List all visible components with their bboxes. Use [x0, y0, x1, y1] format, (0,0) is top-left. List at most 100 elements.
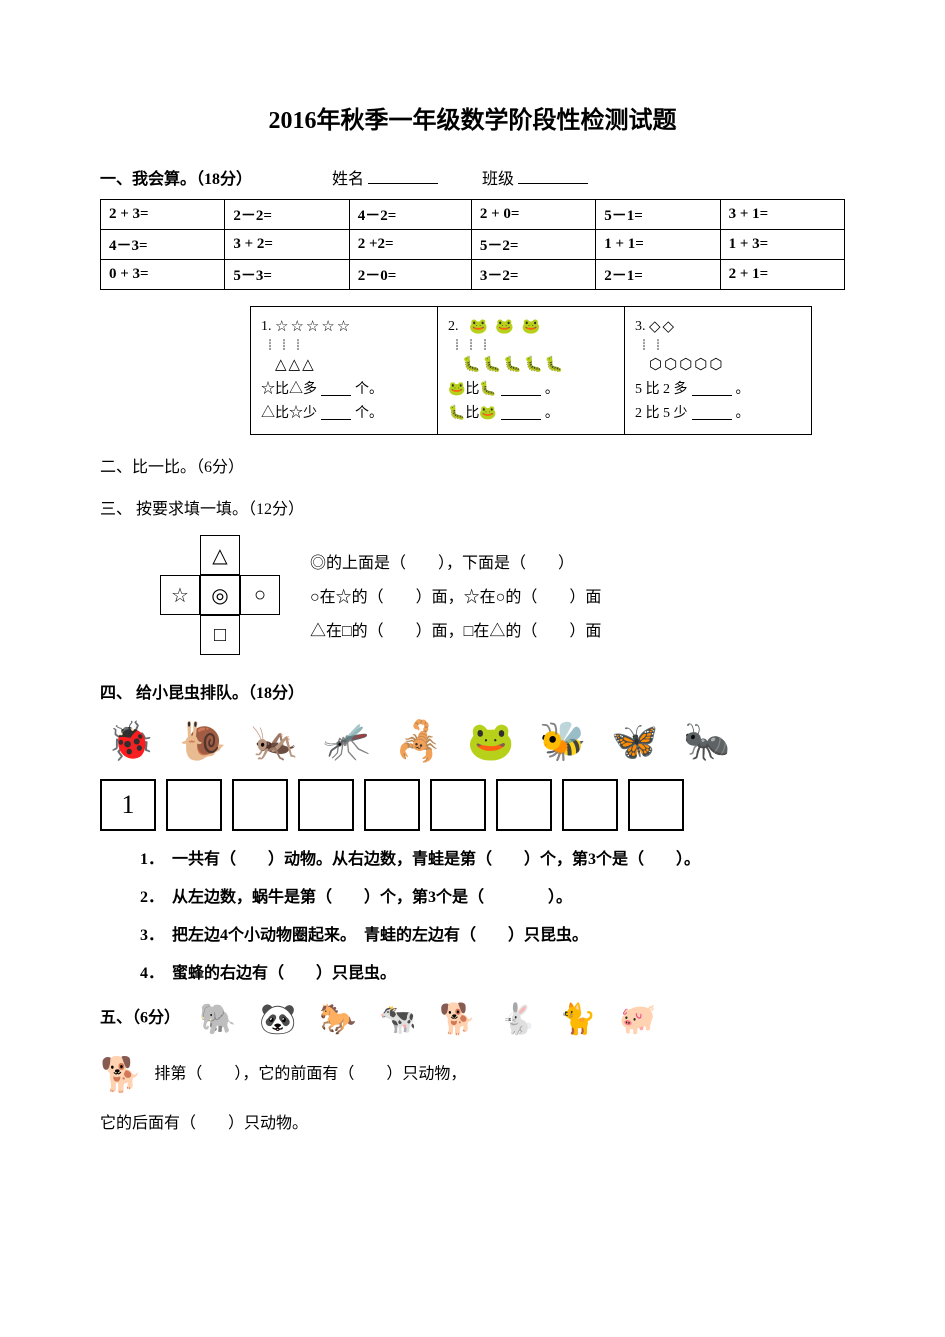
q4-2: 2． 从左边数，蜗牛是第（ ）个，第3个是（ ）。 — [140, 883, 845, 907]
compare-text: 2 比 5 少 — [635, 402, 688, 422]
answer-blank[interactable] — [692, 405, 732, 420]
cell: 1 + 1= — [596, 230, 720, 260]
insect-icon: 🐸 — [460, 713, 522, 771]
hexagon-row-icon: ⬡⬡⬡⬡⬡ — [649, 355, 724, 374]
table-row: 4－3= 3 + 2= 2 +2= 5－2= 1 + 1= 1 + 3= — [101, 230, 845, 260]
number-box[interactable] — [298, 779, 354, 831]
section5-heading: 五、（6分） — [100, 1010, 180, 1027]
compare-text: 🐛比🐸 — [448, 402, 497, 422]
animal-icon: 🐼 — [250, 997, 306, 1041]
compare-suffix: 。 — [545, 378, 559, 398]
diamond-row-icon: ◇◇ — [649, 317, 676, 336]
grid-left: ☆ — [160, 575, 200, 615]
number-box[interactable] — [628, 779, 684, 831]
name-blank[interactable] — [368, 167, 438, 184]
insect-icon: 🦟 — [316, 713, 378, 771]
grid-bottom: □ — [200, 615, 240, 655]
dotted-lines: ┊┊ — [641, 340, 801, 351]
q4-4: 4． 蜜蜂的右边有（ ）只昆虫。 — [140, 959, 845, 983]
animal-icon: 🐎 — [310, 997, 366, 1041]
answer-blank[interactable] — [321, 405, 351, 420]
compare-cell-3: 3. ◇◇ ┊┊ ⬡⬡⬡⬡⬡ 5 比 2 多。 2 比 5 少。 — [625, 307, 811, 434]
section5-line1: 🐕 排第（ ），它的前面有（ ）只动物， — [100, 1055, 845, 1095]
compare-text: 🐸比🐛 — [448, 378, 497, 398]
number-box[interactable] — [496, 779, 552, 831]
grid-top: △ — [200, 535, 240, 575]
frog-row-icon: 🐸 🐸 🐸 — [469, 317, 543, 336]
compare-suffix: 个。 — [355, 402, 383, 422]
cell: 5－3= — [225, 260, 349, 290]
dog-icon: 🐕 — [100, 1057, 142, 1094]
dotted-lines: ┊┊┊ — [267, 340, 427, 351]
animal-icon: 🐖 — [610, 997, 666, 1041]
section1-heading: 一、我会算。（18分） — [100, 165, 252, 189]
table-row: 2 + 3= 2－2= 4－2= 2 + 0= 5－1= 3 + 1= — [101, 200, 845, 230]
number-box[interactable] — [166, 779, 222, 831]
number-box[interactable] — [232, 779, 288, 831]
cell: 2 + 0= — [471, 200, 595, 230]
compare-suffix: 。 — [736, 378, 750, 398]
compare-cell-1: 1. ☆☆☆☆☆ ┊┊┊ △△△ ☆比△多个。 △比☆少个。 — [251, 307, 438, 434]
insect-icon: 🐌 — [172, 713, 234, 771]
arithmetic-table: 2 + 3= 2－2= 4－2= 2 + 0= 5－1= 3 + 1= 4－3=… — [100, 199, 845, 290]
animal-icon: 🐇 — [490, 997, 546, 1041]
section5-line2: 它的后面有（ ）只动物。 — [100, 1109, 845, 1133]
compare-box: 1. ☆☆☆☆☆ ┊┊┊ △△△ ☆比△多个。 △比☆少个。 2. 🐸 🐸 🐸 … — [250, 306, 812, 435]
compare-text: △比☆少 — [261, 402, 317, 422]
cell: 2－2= — [225, 200, 349, 230]
animal-icon: 🐘 — [190, 997, 246, 1041]
pos-line-3: △在□的（ ）面，□在△的（ ）面 — [310, 617, 601, 641]
star-row-icon: ☆☆☆☆☆ — [275, 317, 352, 336]
insect-icon: 🦋 — [604, 713, 666, 771]
class-blank[interactable] — [518, 167, 588, 184]
cell: 3 + 2= — [225, 230, 349, 260]
insect-icon: 🦂 — [388, 713, 450, 771]
position-grid: △ ☆ ◎ ○ □ — [160, 535, 280, 655]
answer-blank[interactable] — [501, 381, 541, 396]
pos-line-2: ○在☆的（ ）面，☆在○的（ ）面 — [310, 583, 601, 607]
compare-suffix: 个。 — [355, 378, 383, 398]
cell-num: 3. — [635, 319, 646, 335]
section2-heading: 二、比一比。（6分） — [100, 453, 244, 477]
position-questions: ◎的上面是（ ），下面是（ ） ○在☆的（ ）面，☆在○的（ ）面 △在□的（ … — [310, 539, 601, 651]
section4-questions: 1． 一共有（ ）动物。从右边数，青蛙是第（ ）个，第3个是（ ）。 2． 从左… — [140, 845, 845, 983]
triangle-row-icon: △△△ — [275, 355, 316, 374]
answer-blank[interactable] — [501, 405, 541, 420]
cell: 2－1= — [596, 260, 720, 290]
insect-icon: 🐞 — [100, 713, 162, 771]
animal-icon: 🐈 — [550, 997, 606, 1041]
number-box-row: 1 — [100, 779, 845, 831]
cell: 2 + 3= — [101, 200, 225, 230]
answer-blank[interactable] — [692, 381, 732, 396]
insect-icon: 🐜 — [676, 713, 738, 771]
number-box[interactable] — [562, 779, 618, 831]
cell: 1 + 3= — [720, 230, 844, 260]
number-box[interactable] — [430, 779, 486, 831]
cell: 4－3= — [101, 230, 225, 260]
compare-suffix: 。 — [736, 402, 750, 422]
cell: 2 +2= — [349, 230, 471, 260]
grid-center: ◎ — [200, 575, 240, 615]
cell: 4－2= — [349, 200, 471, 230]
insect-icon: 🦗 — [244, 713, 306, 771]
section5-text1: 排第（ ），它的前面有（ ）只动物， — [154, 1066, 466, 1083]
q4-3: 3． 把左边4个小动物圈起来。 青蛙的左边有（ ）只昆虫。 — [140, 921, 845, 945]
cell: 5－2= — [471, 230, 595, 260]
class-label: 班级 — [482, 165, 514, 189]
cell: 0 + 3= — [101, 260, 225, 290]
answer-blank[interactable] — [321, 381, 351, 396]
cell-num: 2. — [448, 319, 459, 335]
table-row: 0 + 3= 5－3= 2－0= 3－2= 2－1= 2 + 1= — [101, 260, 845, 290]
name-label: 姓名 — [332, 165, 364, 189]
number-box[interactable]: 1 — [100, 779, 156, 831]
section1-header: 一、我会算。（18分） 姓名 班级 — [100, 165, 845, 189]
number-box[interactable] — [364, 779, 420, 831]
worm-row-icon: 🐛🐛🐛🐛🐛 — [462, 355, 565, 374]
insect-icon: 🐝 — [532, 713, 594, 771]
animal-icon: 🐄 — [370, 997, 426, 1041]
page-title: 2016年秋季一年级数学阶段性检测试题 — [100, 100, 845, 135]
grid-right: ○ — [240, 575, 280, 615]
compare-text: ☆比△多 — [261, 378, 317, 398]
insect-row: 🐞 🐌 🦗 🦟 🦂 🐸 🐝 🦋 🐜 — [100, 713, 845, 771]
cell: 3 + 1= — [720, 200, 844, 230]
